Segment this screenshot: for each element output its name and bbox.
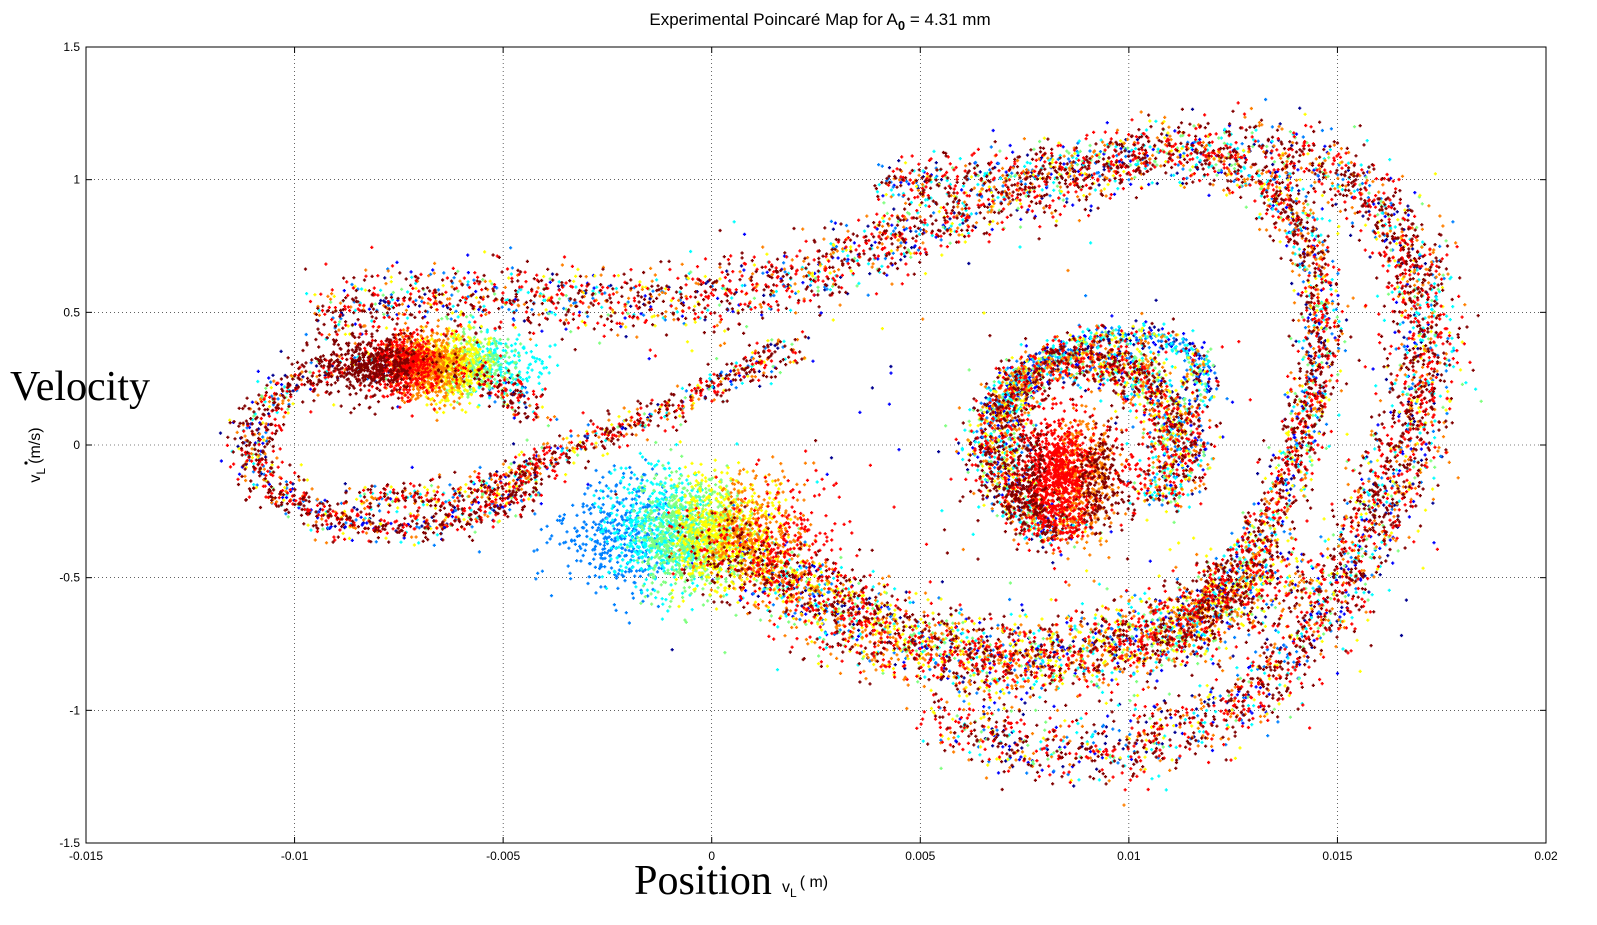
scatter-points — [218, 97, 1483, 807]
y-unit-dot — [24, 461, 28, 465]
x-tick-label: 0 — [708, 849, 715, 863]
x-tick-label: -0.005 — [486, 849, 520, 863]
y-tick-label: -1.5 — [59, 836, 80, 850]
axis-ticks: -0.015 -0.01 -0.005 0 0.005 0.01 0.015 0.02 -1.5… — [59, 40, 1558, 863]
y-tick-label: -0.5 — [59, 571, 80, 585]
svg-text:vL(m/s): vL(m/s) — [27, 427, 48, 482]
x-tick-label: 0.02 — [1534, 849, 1558, 863]
scatter-series-ffff00 — [228, 112, 1464, 782]
y-tick-label: 0.5 — [63, 305, 80, 319]
chart-title: Experimental Poincaré Map for A0 = 4.31 … — [649, 10, 990, 33]
y-axis-unit-label: vL(m/s) — [24, 427, 48, 483]
x-axis-big-label: Position — [634, 858, 772, 904]
grid-layer — [86, 47, 1546, 843]
y-tick-label: 1.5 — [63, 40, 80, 54]
scatter-series-800000 — [226, 107, 1480, 792]
y-tick-label: 0 — [73, 438, 80, 452]
x-tick-label: 0.005 — [905, 849, 935, 863]
y-tick-label: -1 — [69, 703, 80, 717]
y-axis-big-label: Velocity — [10, 364, 150, 410]
x-tick-label: 0.015 — [1322, 849, 1352, 863]
scatter-series-ff0000 — [225, 101, 1472, 792]
x-axis-unit-label: vL( m) — [782, 874, 828, 900]
x-tick-label: -0.01 — [281, 849, 309, 863]
x-tick-label: 0.01 — [1117, 849, 1141, 863]
y-tick-label: 1 — [73, 173, 80, 187]
x-tick-label: -0.015 — [69, 849, 103, 863]
